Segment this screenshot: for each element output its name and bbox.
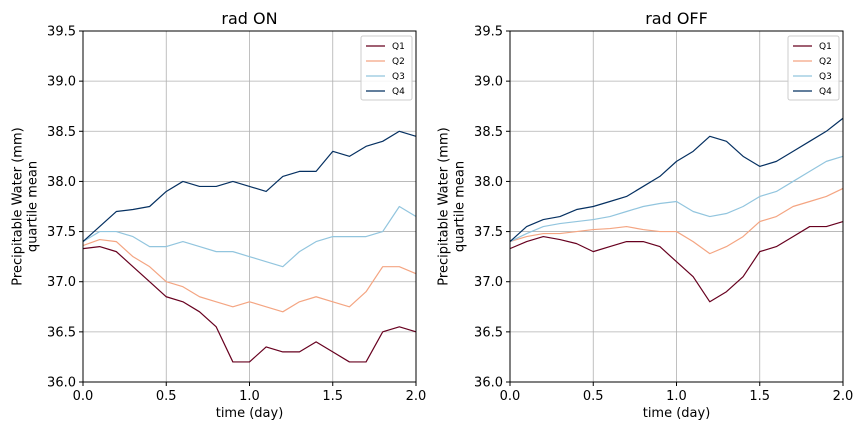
y-tick-label: 38.5 [47, 125, 76, 140]
x-axis-label: time (day) [643, 406, 711, 421]
y-tick-label: 36.5 [474, 325, 503, 340]
legend-label-q2: Q2 [392, 57, 405, 67]
y-tick-label: 38.0 [474, 175, 503, 190]
series-line-q4 [82, 130, 417, 243]
x-tick-label: 0.0 [73, 389, 94, 404]
y-axis-label: Precipitable Water (mm) [437, 127, 452, 285]
y-tick-label: 36.0 [47, 376, 76, 391]
x-tick-label: 1.5 [749, 389, 770, 404]
series-line-q2 [509, 187, 844, 255]
y-tick-label: 37.0 [47, 275, 76, 290]
x-tick-label: 1.0 [666, 389, 687, 404]
x-tick-label: 1.0 [239, 389, 260, 404]
y-tick-label: 39.0 [47, 75, 76, 90]
y-axis-label-line2: quartile mean [453, 161, 468, 252]
series-line-q1 [509, 220, 844, 303]
legend-label-q1: Q1 [819, 42, 832, 52]
x-tick-label: 2.0 [406, 389, 427, 404]
y-tick-label: 37.5 [474, 225, 503, 240]
series-line-q3 [509, 155, 844, 243]
y-tick-label: 39.0 [474, 75, 503, 90]
y-tick-label: 39.5 [474, 25, 503, 40]
x-tick-label: 0.5 [156, 389, 177, 404]
series-line-q4 [509, 117, 844, 243]
legend-label-q3: Q3 [392, 72, 405, 82]
legend: Q1 Q2 Q3 Q4 [360, 35, 413, 101]
y-axis-label: Precipitable Water (mm) [11, 127, 26, 285]
legend-label-q3: Q3 [819, 72, 832, 82]
y-tick-label: 37.0 [474, 275, 503, 290]
legend-label-q4: Q4 [819, 87, 832, 97]
legend-box [360, 35, 413, 101]
chart-title: rad ON [221, 9, 277, 28]
x-tick-label: 2.0 [833, 389, 854, 404]
legend-label-q1: Q1 [392, 42, 405, 52]
series-line-q3 [82, 205, 417, 268]
y-tick-label: 38.5 [474, 125, 503, 140]
legend-label-q4: Q4 [392, 87, 405, 97]
y-tick-label: 39.5 [47, 25, 76, 40]
y-tick-label: 37.5 [47, 225, 76, 240]
x-tick-label: 0.0 [500, 389, 521, 404]
chart-panel-2: 0.0 0.5 1.0 1.5 2.0 36.0 36.5 37.0 37.5 38.0 38.5 3… [437, 9, 854, 421]
chart-panel-1: 0.0 0.5 1.0 1.5 2.0 36.0 36.5 37.0 37.5 38.0 38.5 3… [11, 9, 427, 421]
chart-title: rad OFF [645, 9, 708, 28]
y-axis-label-line2: quartile mean [26, 161, 41, 252]
x-axis-label: time (day) [216, 406, 284, 421]
y-tick-label: 36.5 [47, 325, 76, 340]
legend: Q1 Q2 Q3 Q4 [787, 35, 840, 101]
y-tick-label: 36.0 [474, 376, 503, 391]
x-tick-label: 0.5 [583, 389, 604, 404]
series-line-q2 [82, 238, 417, 313]
x-tick-label: 1.5 [322, 389, 343, 404]
y-tick-label: 38.0 [47, 175, 76, 190]
legend-box [787, 35, 840, 101]
legend-label-q2: Q2 [819, 57, 832, 67]
series-line-q1 [82, 246, 417, 363]
